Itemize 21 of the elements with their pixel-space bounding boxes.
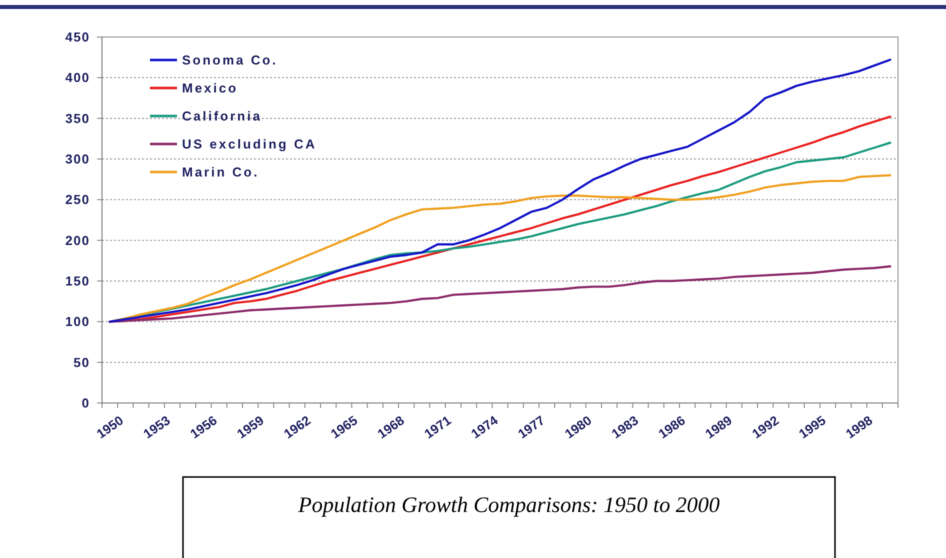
x-tick-label: 1950 xyxy=(94,412,126,442)
y-tick-label: 0 xyxy=(82,396,90,411)
y-tick-label: 400 xyxy=(65,70,90,86)
legend-label: Marin Co. xyxy=(182,164,260,180)
legend-label: Sonoma Co. xyxy=(182,52,278,68)
legend-label: Mexico xyxy=(182,80,238,96)
x-tick-label: 1989 xyxy=(702,412,735,442)
legend-label: US excluding CA xyxy=(182,136,317,152)
y-tick-label: 100 xyxy=(65,314,90,330)
x-tick-label: 1971 xyxy=(421,412,454,442)
text: Population Growth Comparisons: 1950 to 2000 xyxy=(297,492,720,517)
y-tick-label: 300 xyxy=(65,152,90,167)
y-tick-label: 150 xyxy=(65,274,90,289)
y-tick-label: 450 xyxy=(65,30,90,45)
x-tick-label: 1959 xyxy=(234,412,266,442)
y-tick-label: 350 xyxy=(65,110,90,126)
legend-label: California xyxy=(182,108,262,124)
x-tick-label: 1980 xyxy=(562,412,594,442)
y-tick-label: 50 xyxy=(74,354,90,370)
y-tick-label: 200 xyxy=(65,232,90,248)
y-tick-label: 250 xyxy=(65,192,90,208)
